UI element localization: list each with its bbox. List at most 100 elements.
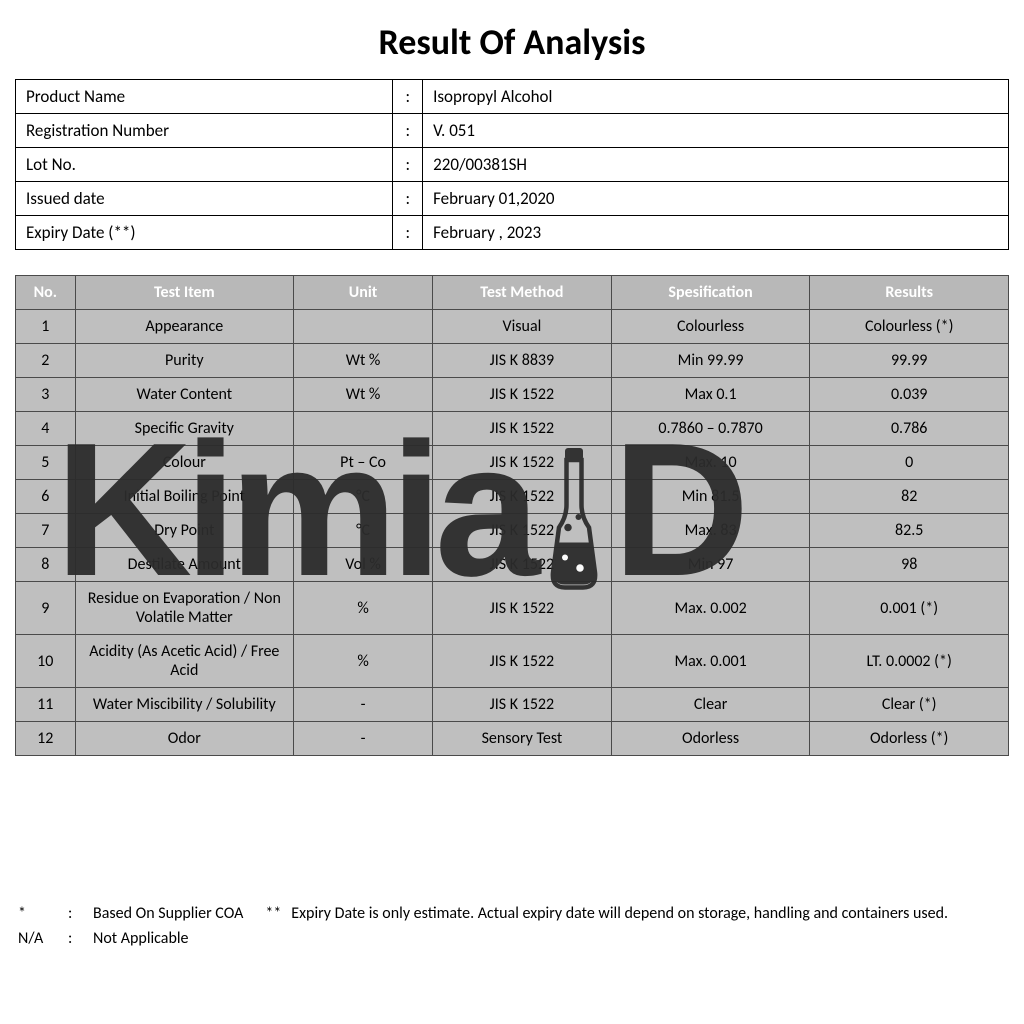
info-row: Lot No.:220/00381SH <box>16 148 1009 182</box>
cell-spec: Max 0.1 <box>611 378 810 412</box>
cell-unit: Wt % <box>294 378 433 412</box>
cell-no: 11 <box>16 688 76 722</box>
cell-spec: 0.7860 – 0.7870 <box>611 412 810 446</box>
col-header-no: No. <box>16 276 76 310</box>
table-row: 3Water ContentWt %JIS K 1522Max 0.10.039 <box>16 378 1009 412</box>
cell-method: JIS K 1522 <box>433 635 612 688</box>
table-row: 4Specific Gravity JIS K 15220.7860 – 0.78… <box>16 412 1009 446</box>
col-header-result: Results <box>810 276 1009 310</box>
cell-unit: - <box>294 688 433 722</box>
cell-spec: Clear <box>611 688 810 722</box>
cell-unit: % <box>294 582 433 635</box>
cell-no: 5 <box>16 446 76 480</box>
info-value: V. 051 <box>423 114 1009 148</box>
cell-unit: % <box>294 635 433 688</box>
cell-item: Appearance <box>75 310 293 344</box>
footnote-colon: : <box>68 929 83 948</box>
table-row: 10Acidity (As Acetic Acid) / Free Acid%J… <box>16 635 1009 688</box>
cell-no: 10 <box>16 635 76 688</box>
cell-method: JIS K 1522 <box>433 412 612 446</box>
cell-spec: Max. 83 <box>611 514 810 548</box>
cell-unit: Vol % <box>294 548 433 582</box>
info-colon: : <box>393 216 423 250</box>
cell-result: Clear (*) <box>810 688 1009 722</box>
cell-unit: Pt – Co <box>294 446 433 480</box>
cell-spec: Min 81.5 <box>611 480 810 514</box>
cell-item: Residue on Evaporation / Non Volatile Ma… <box>75 582 293 635</box>
cell-item: Water Content <box>75 378 293 412</box>
cell-no: 6 <box>16 480 76 514</box>
cell-unit: °C <box>294 480 433 514</box>
footnote-dstar-symbol: ** <box>265 904 281 923</box>
cell-unit: °C <box>294 514 433 548</box>
cell-spec: Odorless <box>611 722 810 756</box>
cell-spec: Min 97 <box>611 548 810 582</box>
cell-result: 0.039 <box>810 378 1009 412</box>
cell-item: Acidity (As Acetic Acid) / Free Acid <box>75 635 293 688</box>
cell-method: JIS K 1522 <box>433 688 612 722</box>
cell-result: Odorless (*) <box>810 722 1009 756</box>
cell-method: JIS K 1522 <box>433 514 612 548</box>
cell-method: Visual <box>433 310 612 344</box>
cell-no: 1 <box>16 310 76 344</box>
cell-result: LT. 0.0002 (*) <box>810 635 1009 688</box>
cell-item: Initial Boiling Point <box>75 480 293 514</box>
cell-item: Purity <box>75 344 293 378</box>
info-value: 220/00381SH <box>423 148 1009 182</box>
info-row: Issued date:February 01,2020 <box>16 182 1009 216</box>
footnote-star: * : Based On Supplier COA ** Expiry Date… <box>18 904 1006 923</box>
info-value: Isopropyl Alcohol <box>423 80 1009 114</box>
info-row: Registration Number:V. 051 <box>16 114 1009 148</box>
cell-item: Odor <box>75 722 293 756</box>
cell-spec: Min 99.99 <box>611 344 810 378</box>
col-header-item: Test Item <box>75 276 293 310</box>
table-row: 2PurityWt %JIS K 8839Min 99.9999.99 <box>16 344 1009 378</box>
cell-result: 82 <box>810 480 1009 514</box>
footnote-symbol: N/A <box>18 929 58 948</box>
cell-no: 2 <box>16 344 76 378</box>
cell-item: Specific Gravity <box>75 412 293 446</box>
info-label: Product Name <box>16 80 393 114</box>
info-value: February , 2023 <box>423 216 1009 250</box>
table-row: 9Residue on Evaporation / Non Volatile M… <box>16 582 1009 635</box>
info-colon: : <box>393 80 423 114</box>
results-header-row: No. Test Item Unit Test Method Spesifica… <box>16 276 1009 310</box>
info-colon: : <box>393 182 423 216</box>
cell-unit: - <box>294 722 433 756</box>
cell-method: JIS K 1522 <box>433 582 612 635</box>
cell-item: Water Miscibility / Solubility <box>75 688 293 722</box>
footnote-symbol: * <box>18 904 58 923</box>
cell-result: 99.99 <box>810 344 1009 378</box>
cell-item: Colour <box>75 446 293 480</box>
cell-result: 98 <box>810 548 1009 582</box>
cell-result: Colourless (*) <box>810 310 1009 344</box>
cell-spec: Max. 0.002 <box>611 582 810 635</box>
footnote-na: N/A : Not Applicable <box>18 929 1006 948</box>
cell-method: JIS K 1522 <box>433 446 612 480</box>
cell-unit: Wt % <box>294 344 433 378</box>
cell-result: 82.5 <box>810 514 1009 548</box>
footnote-dstar-text: Expiry Date is only estimate. Actual exp… <box>291 904 1006 923</box>
results-table: No. Test Item Unit Test Method Spesifica… <box>15 275 1009 756</box>
cell-method: JIS K 1522 <box>433 480 612 514</box>
cell-unit <box>294 310 433 344</box>
footnote-colon: : <box>68 904 83 923</box>
table-row: 7Dry Point°CJIS K 1522Max. 8382.5 <box>16 514 1009 548</box>
cell-no: 7 <box>16 514 76 548</box>
page-title: Result Of Analysis <box>15 20 1009 64</box>
cell-method: Sensory Test <box>433 722 612 756</box>
cell-no: 9 <box>16 582 76 635</box>
footnote-text: Not Applicable <box>93 929 1006 948</box>
table-row: 6Initial Boiling Point°CJIS K 1522Min 81… <box>16 480 1009 514</box>
info-row: Product Name:Isopropyl Alcohol <box>16 80 1009 114</box>
col-header-method: Test Method <box>433 276 612 310</box>
table-row: 11Water Miscibility / Solubility-JIS K 1… <box>16 688 1009 722</box>
cell-spec: Max. 10 <box>611 446 810 480</box>
table-row: 1AppearanceVisualColourlessColourless (*… <box>16 310 1009 344</box>
info-label: Registration Number <box>16 114 393 148</box>
cell-no: 4 <box>16 412 76 446</box>
cell-no: 8 <box>16 548 76 582</box>
info-label: Issued date <box>16 182 393 216</box>
info-label: Lot No. <box>16 148 393 182</box>
info-label: Expiry Date (**) <box>16 216 393 250</box>
